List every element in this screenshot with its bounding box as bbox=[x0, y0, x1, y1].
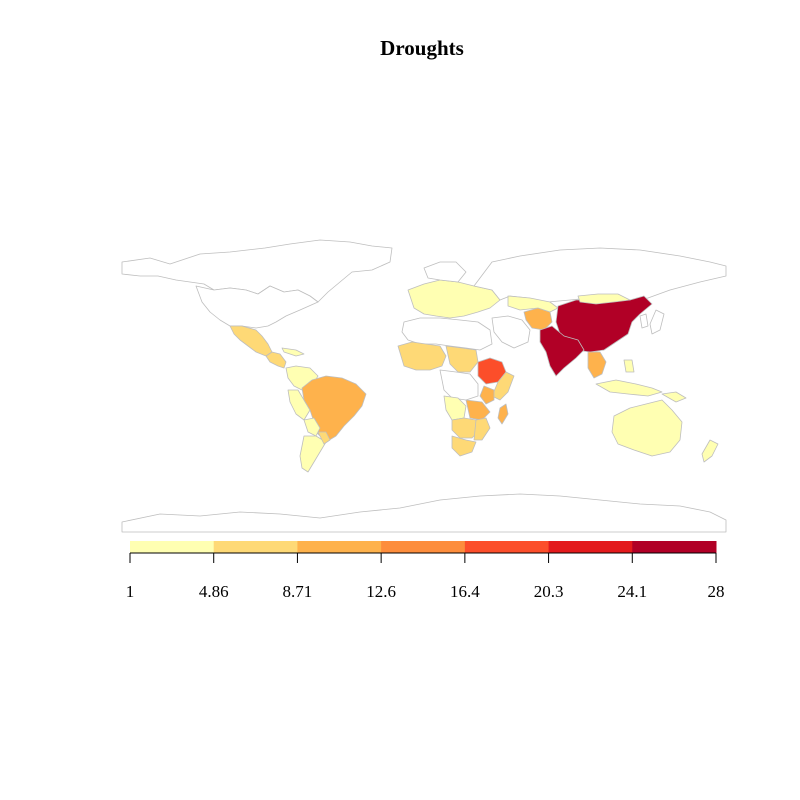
legend-tick-label: 8.71 bbox=[282, 582, 313, 601]
region-mozambique bbox=[473, 417, 491, 441]
legend-swatch bbox=[297, 541, 382, 553]
legend-tick-label: 28 bbox=[707, 582, 725, 601]
region-madagascar bbox=[497, 403, 509, 425]
region-kenya bbox=[479, 385, 495, 405]
color-scale-legend bbox=[129, 541, 717, 563]
region-south-africa bbox=[451, 435, 477, 457]
region-australia bbox=[611, 399, 683, 457]
region-japan bbox=[649, 309, 665, 335]
region-peru bbox=[287, 389, 311, 421]
region-philippines bbox=[623, 359, 635, 373]
legend-swatch bbox=[548, 541, 633, 553]
region-mongolia bbox=[577, 293, 631, 305]
legend-tick-label: 16.4 bbox=[449, 582, 480, 601]
region-new-zealand bbox=[701, 439, 719, 463]
region-central-asia bbox=[507, 295, 559, 313]
legend-swatch bbox=[130, 541, 215, 553]
region-png bbox=[661, 391, 687, 403]
legend-tick-label: 1 bbox=[125, 582, 135, 601]
map-layer bbox=[121, 239, 727, 533]
region-caribbean bbox=[281, 347, 305, 357]
legend-tick-label: 4.86 bbox=[198, 582, 229, 601]
legend-tick-label: 24.1 bbox=[617, 582, 648, 601]
region-indonesia bbox=[595, 379, 663, 397]
region-central-africa bbox=[439, 369, 479, 401]
region-central-america bbox=[265, 351, 287, 369]
region-scandinavia bbox=[423, 261, 467, 283]
region-north-africa bbox=[401, 317, 493, 351]
legend-swatch bbox=[213, 541, 298, 553]
legend-swatch bbox=[632, 541, 717, 553]
region-mexico bbox=[229, 325, 273, 357]
region-north-america bbox=[195, 285, 319, 329]
region-india bbox=[539, 325, 585, 377]
region-southeast-asia bbox=[587, 351, 607, 379]
region-russia bbox=[473, 247, 727, 303]
region-greenland bbox=[121, 239, 393, 303]
region-tanzania bbox=[465, 399, 491, 421]
region-korea bbox=[639, 313, 649, 329]
region-antarctica bbox=[121, 493, 727, 533]
region-middle-east bbox=[491, 315, 531, 349]
map-title: Droughts bbox=[380, 36, 464, 60]
region-paraguay bbox=[317, 431, 331, 445]
legend-tick-label: 12.6 bbox=[366, 582, 397, 601]
legend-swatch bbox=[381, 541, 466, 553]
legend-tick-label: 20.3 bbox=[533, 582, 564, 601]
region-west-africa bbox=[397, 341, 447, 371]
region-sudan bbox=[445, 345, 479, 373]
region-argentina bbox=[299, 435, 327, 473]
legend-swatch bbox=[464, 541, 550, 553]
